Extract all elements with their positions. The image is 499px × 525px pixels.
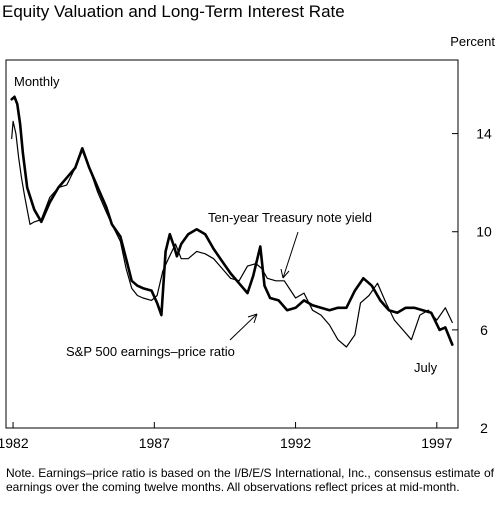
chart-plot: 1982 1987 1992 1997 2 6 10 14 Monthly Ten-year…: [0, 59, 492, 451]
ep-ratio-pointer-head: [247, 313, 258, 324]
y-axis-unit-label: Percent: [450, 34, 495, 49]
y-tick-label: 2: [480, 420, 488, 436]
y-tick-label: 14: [476, 126, 492, 142]
x-axis-ticks: 1982 1987 1992 1997: [0, 422, 453, 451]
ep-ratio-annotation: S&P 500 earnings–price ratio: [66, 344, 235, 359]
x-tick-label: 1982: [0, 435, 29, 451]
x-tick-label: 1992: [280, 435, 311, 451]
plot-frame: [5, 59, 459, 429]
treasury-yield-annotation: Ten-year Treasury note yield: [208, 210, 372, 225]
latest-month-label: July: [414, 360, 438, 375]
y-axis-ticks: 2 6 10 14: [452, 126, 492, 436]
series-layer: [10, 95, 454, 348]
x-tick-label: 1987: [139, 435, 170, 451]
frequency-label: Monthly: [14, 74, 60, 89]
treasury-yield-pointer: [282, 231, 299, 279]
footnote: Note. Earnings–price ratio is based on t…: [6, 466, 494, 494]
y-tick-label: 6: [480, 322, 488, 338]
treasury-yield-line: [11, 120, 453, 348]
x-tick-label: 1997: [421, 435, 452, 451]
chart-title: Equity Valuation and Long-Term Interest …: [2, 2, 345, 21]
ep-ratio-pointer: [229, 313, 258, 341]
treasury-yield-pointer-head: [280, 268, 290, 279]
y-tick-label: 10: [476, 224, 492, 240]
ep-ratio-line: [10, 95, 454, 346]
